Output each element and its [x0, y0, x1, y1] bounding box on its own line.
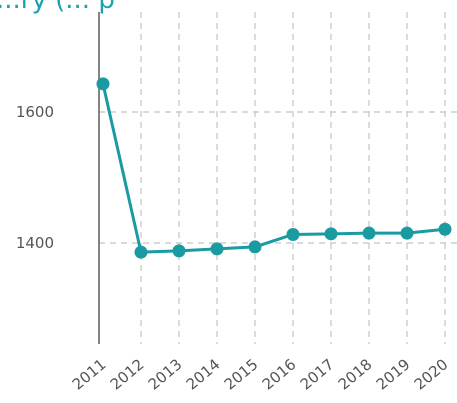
- x-tick-label: 2015: [221, 355, 262, 393]
- data-points: [96, 77, 452, 259]
- x-tick-label: 2017: [297, 355, 338, 393]
- data-point: [210, 242, 224, 256]
- data-point: [286, 227, 300, 241]
- data-point: [438, 222, 452, 236]
- x-tick-label: 2019: [373, 355, 414, 393]
- chart-title: ...ry (... p: [0, 0, 115, 15]
- y-tick-label: 1600: [16, 103, 54, 121]
- x-tick-label: 2013: [145, 355, 186, 393]
- y-axis-ticks: 1400 1600: [16, 103, 54, 252]
- x-tick-label: 2020: [411, 355, 452, 393]
- data-point: [96, 77, 110, 91]
- x-tick-label: 2012: [107, 355, 148, 393]
- data-point: [324, 227, 338, 241]
- x-tick-label: 2016: [259, 355, 300, 393]
- grid-lines: [99, 12, 457, 344]
- x-tick-label: 2018: [335, 355, 376, 393]
- x-tick-label: 2014: [183, 355, 224, 393]
- data-point: [248, 240, 262, 254]
- x-tick-label: 2011: [69, 355, 110, 393]
- data-point: [172, 244, 186, 258]
- data-point: [400, 226, 414, 240]
- data-point: [134, 245, 148, 259]
- series-line: [101, 83, 446, 254]
- data-point: [362, 226, 376, 240]
- y-tick-label: 1400: [16, 234, 54, 252]
